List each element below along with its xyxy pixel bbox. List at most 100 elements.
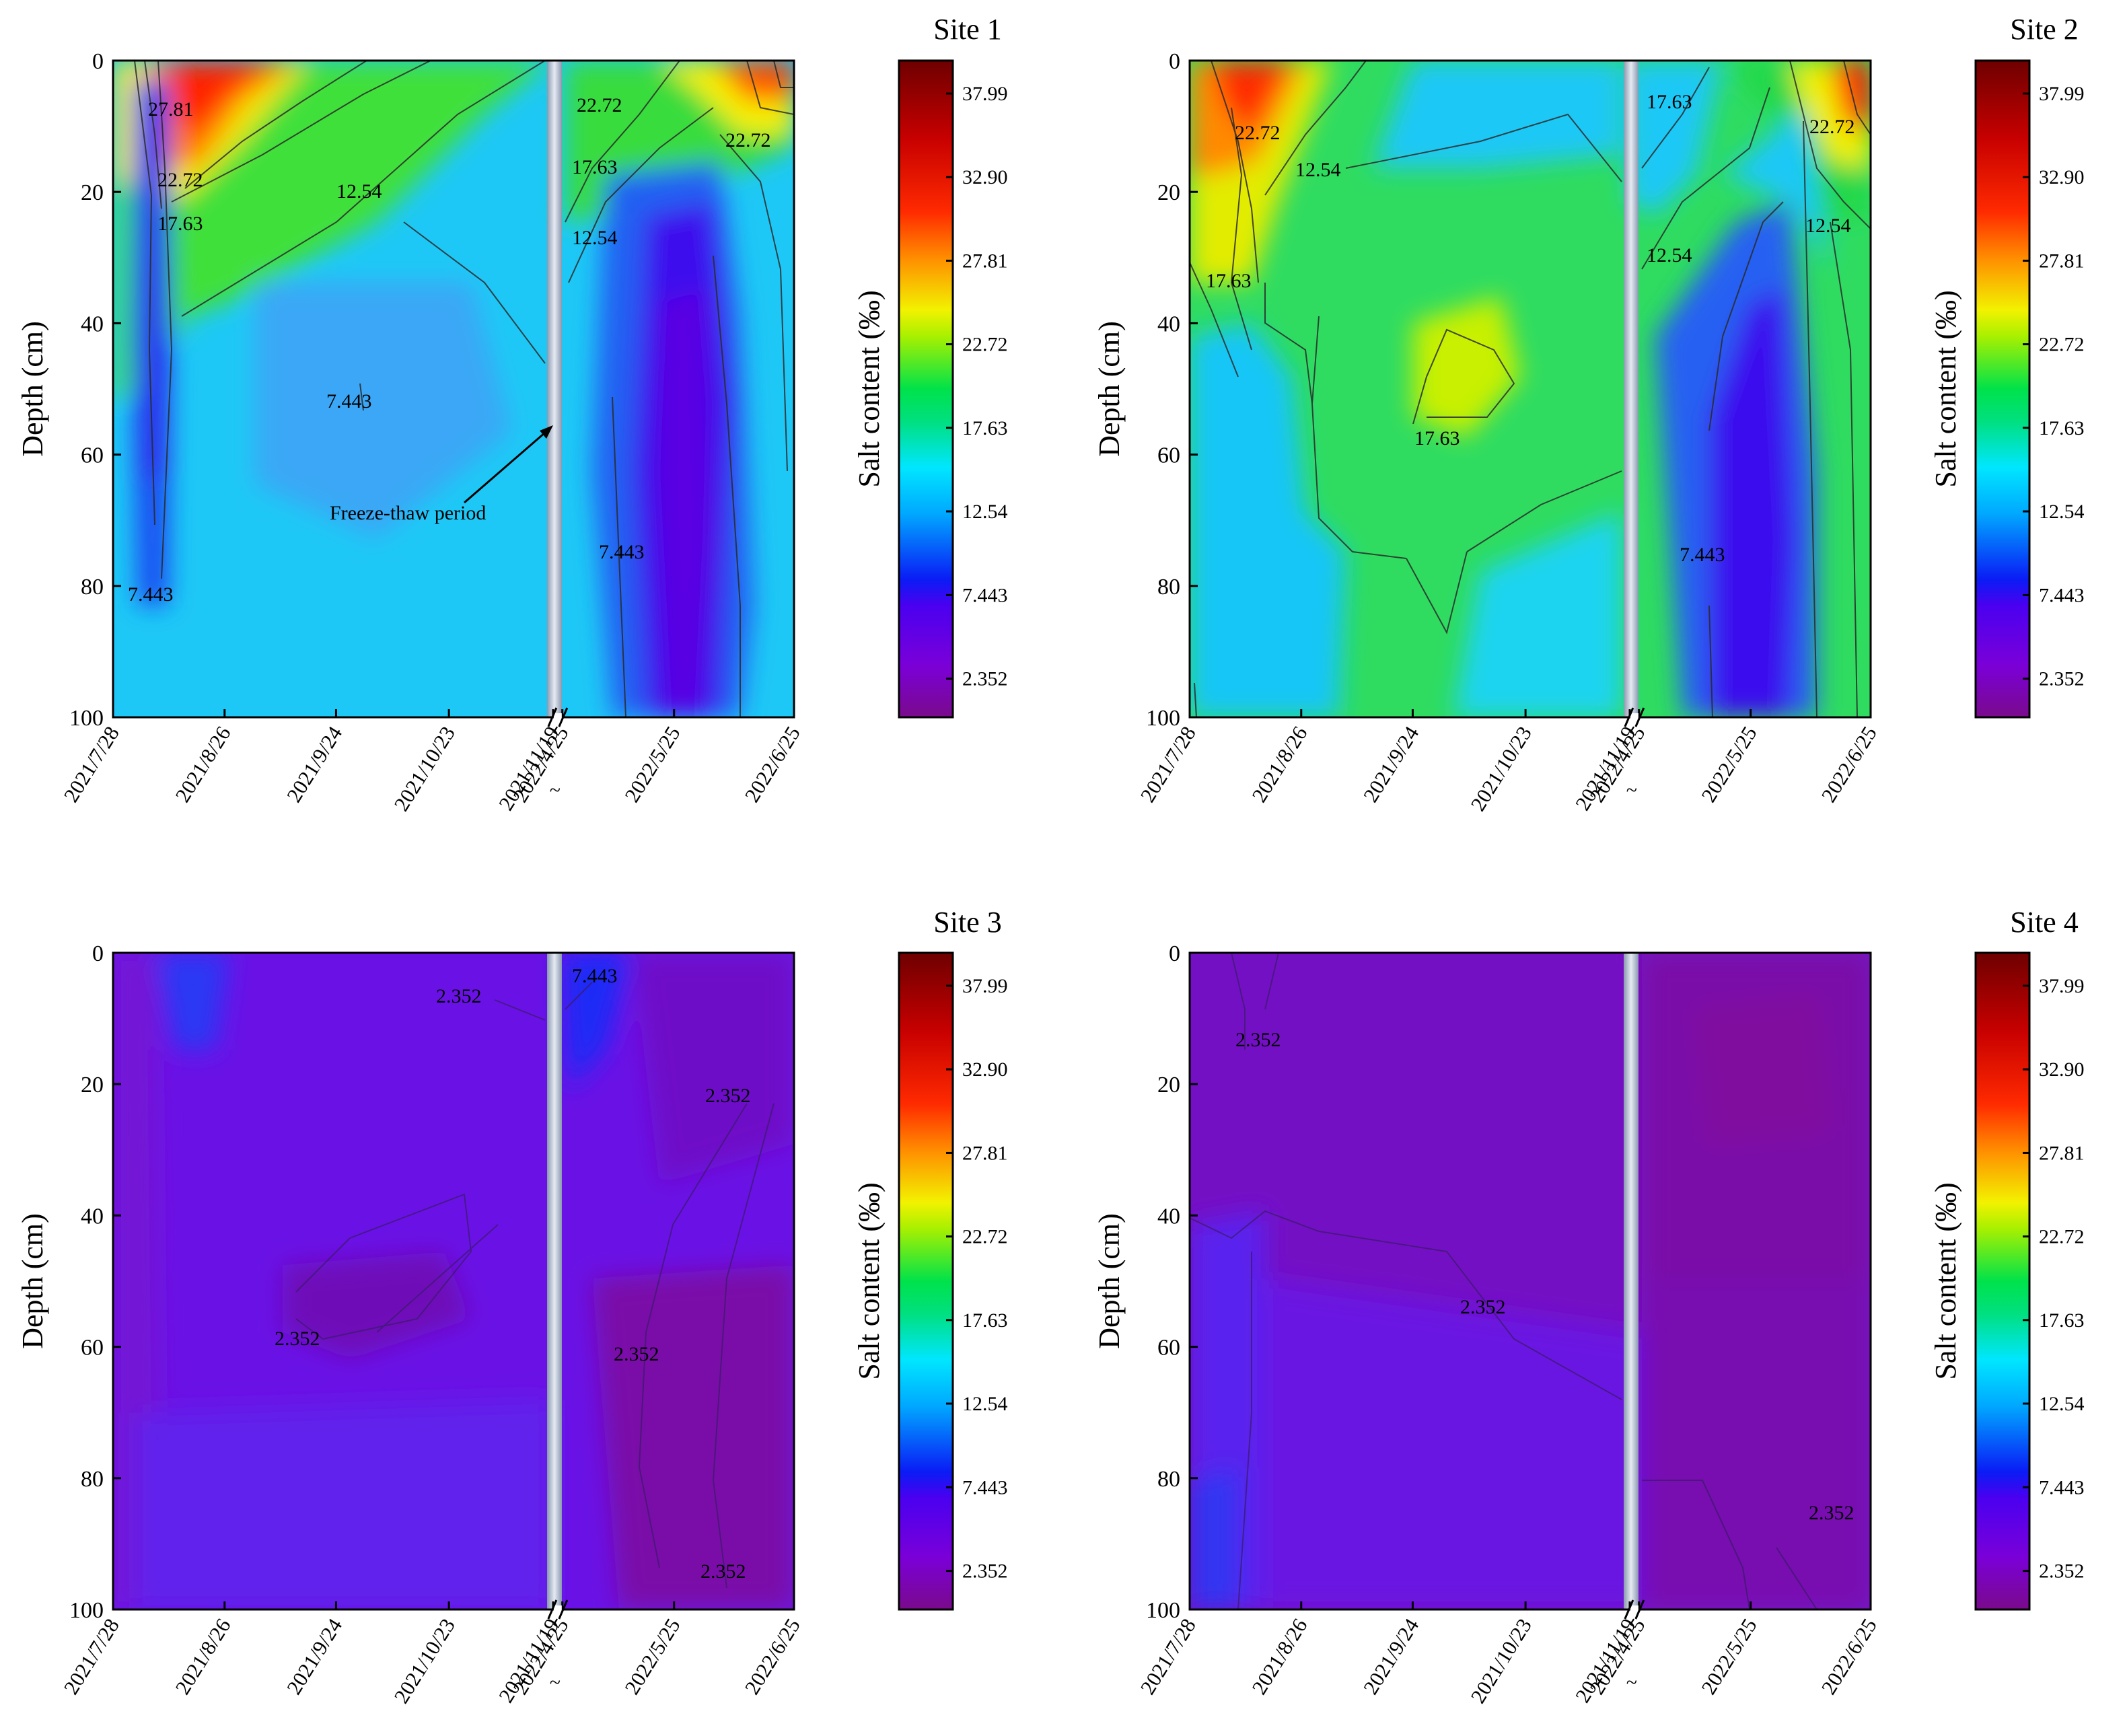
freeze-thaw-band [547, 61, 562, 717]
colorbar-label: Salt content (‰) [853, 290, 886, 487]
y-tick-label: 100 [69, 1598, 104, 1623]
colorbar-tick-label: 32.90 [962, 166, 1008, 188]
colorbar-tick-label: 37.99 [2039, 975, 2085, 997]
colorbar-gradient [1974, 59, 2031, 719]
y-axis-label: Depth (cm) [1093, 321, 1126, 457]
y-tick-label: 20 [1157, 180, 1180, 205]
contour-lines [121, 61, 794, 717]
contour-label-group: 2.352 2.352 2.352 [1235, 1029, 1854, 1524]
y-tick-label: 80 [81, 1467, 104, 1492]
contour-label: 17.63 [572, 156, 618, 178]
contour-label: 2.352 [1235, 1029, 1281, 1051]
x-tick-label: 2021/7/28 [59, 722, 124, 806]
y-tick-label: 0 [1169, 941, 1180, 966]
x-tick-label: 2022/6/25 [740, 1614, 805, 1698]
axis-break-gap [553, 713, 562, 721]
contour-label: 2.352 [700, 1560, 746, 1583]
colorbar-tick-label: 27.81 [962, 1142, 1008, 1164]
panel-site-4: 2.352 2.352 2.352 Site 4 [1188, 906, 2079, 1611]
colorbar-tick-label: 17.63 [2039, 1309, 2085, 1332]
colorbar-tick-label: 22.72 [2039, 1226, 2085, 1248]
x-tick-label: 2022/5/25 [620, 1614, 684, 1698]
y-tick-label: 20 [81, 1073, 104, 1097]
heatmap-site-4 [1190, 953, 1871, 1610]
y-tick-label: 100 [1146, 1598, 1180, 1623]
contour-label-group: 22.72 12.54 17.63 17.63 17.63 12.54 22.7… [1206, 91, 1855, 566]
contour-label: 17.63 [1647, 91, 1692, 113]
y-axis-label: Depth (cm) [16, 1213, 49, 1349]
colorbar-tick-label: 7.443 [962, 584, 1008, 606]
x-tick-label: 2021/10/23 [390, 1614, 460, 1707]
colorbar-tick-label: 2.352 [962, 1560, 1008, 1583]
contour-lines [295, 982, 775, 1589]
contour-label: 27.81 [148, 98, 194, 120]
y-tick-label: 100 [1146, 706, 1180, 731]
axis-break-gap [1630, 713, 1638, 721]
plot-frame [112, 951, 795, 1611]
contour-label-group: 7.443 2.352 2.352 2.352 2.352 2.352 [275, 965, 751, 1583]
y-tick-label: 80 [1157, 1467, 1180, 1492]
x-tick-label: 2021/9/24 [282, 1614, 347, 1699]
panel-title: Site 2 [2010, 13, 2078, 46]
x-tick-label: 2021/10/23 [1466, 1614, 1537, 1707]
annotation-text: Freeze-thaw period [330, 502, 486, 524]
y-tick-label: 60 [1157, 443, 1180, 468]
heatmap-site-2 [1190, 61, 1871, 717]
contour-label: 17.63 [157, 213, 203, 235]
colorbar-gradient [898, 951, 954, 1611]
contour-label: 22.72 [1809, 116, 1855, 138]
colorbar-tick-label: 17.63 [2039, 417, 2085, 439]
colorbar-label: Salt content (‰) [1929, 1182, 1962, 1379]
colorbar-tick-label: 32.90 [962, 1058, 1008, 1081]
colorbar-site-4: 2.352 7.443 12.54 17.63 22.72 27.81 32.90 37.99… [1929, 951, 2085, 1611]
axis-break-mark [547, 707, 558, 727]
y-tick-label: 40 [1157, 1204, 1180, 1229]
y-tick-label: 60 [1157, 1336, 1180, 1361]
heatmap-site-3 [113, 953, 794, 1610]
y-tick-label: 40 [1157, 312, 1180, 336]
y-tick-label: 80 [81, 575, 104, 600]
x-tick-label: 2021/7/28 [59, 1614, 124, 1698]
y-tick-label: 100 [69, 706, 104, 731]
panel-title: Site 3 [933, 906, 1001, 939]
colorbar-gradient [1974, 951, 2031, 1611]
y-tick-label: 0 [92, 941, 104, 966]
x-tick-label: 2022/6/25 [1817, 722, 1881, 806]
axis-break-mark [1634, 707, 1645, 727]
colorbar-tick-label: 17.63 [962, 417, 1008, 439]
heatmap-site-1 [113, 61, 794, 717]
contour-label: 12.54 [1647, 244, 1692, 266]
freeze-thaw-band [547, 953, 562, 1610]
x-tick-label: 2021/8/26 [1247, 722, 1311, 806]
contour-lines [1190, 61, 1871, 717]
contour-label: 12.54 [336, 180, 382, 203]
colorbar-tick-label: 27.81 [2039, 250, 2085, 272]
contour-label: 22.72 [725, 129, 771, 151]
x-tick-label: 2022/6/25 [740, 722, 805, 806]
x-tick-label: 2021/8/26 [1247, 1614, 1311, 1698]
axis-break-mark [1634, 1599, 1645, 1620]
colorbar-site-2: 2.352 7.443 12.54 17.63 22.72 27.81 32.90 37.99… [1929, 59, 2085, 719]
contour-label: 7.443 [572, 965, 618, 987]
x-tick-label: 2022/5/25 [1696, 1614, 1761, 1698]
colorbar-tick-label: 12.54 [962, 1393, 1008, 1415]
y-tick-label: 40 [81, 312, 104, 336]
panel-site-1: 27.81 22.72 17.63 12.54 7.443 7.443 22.7… [112, 13, 1002, 719]
x-tick-label: 2021/9/24 [1359, 1614, 1424, 1699]
x-tick-label: 2021/10/23 [390, 722, 460, 815]
y-tick-label: 40 [81, 1204, 104, 1229]
y-tick-label: 80 [1157, 575, 1180, 600]
colorbar-tick-label: 12.54 [2039, 501, 2085, 523]
colorbar-tick-label: 12.54 [2039, 1393, 2085, 1415]
colorbar-tick-label: 27.81 [2039, 1142, 2085, 1164]
y-tick-label: 60 [81, 1336, 104, 1361]
axis-break-mark [1624, 1599, 1634, 1620]
colorbar-tick-label: 12.54 [962, 501, 1008, 523]
plot-frame [1188, 951, 1872, 1611]
panel-title: Site 4 [2010, 906, 2078, 939]
x-tick-label: 2021/8/26 [170, 722, 235, 806]
contour-label: 12.54 [1805, 215, 1851, 237]
colorbar-tick-label: 22.72 [2039, 334, 2085, 356]
